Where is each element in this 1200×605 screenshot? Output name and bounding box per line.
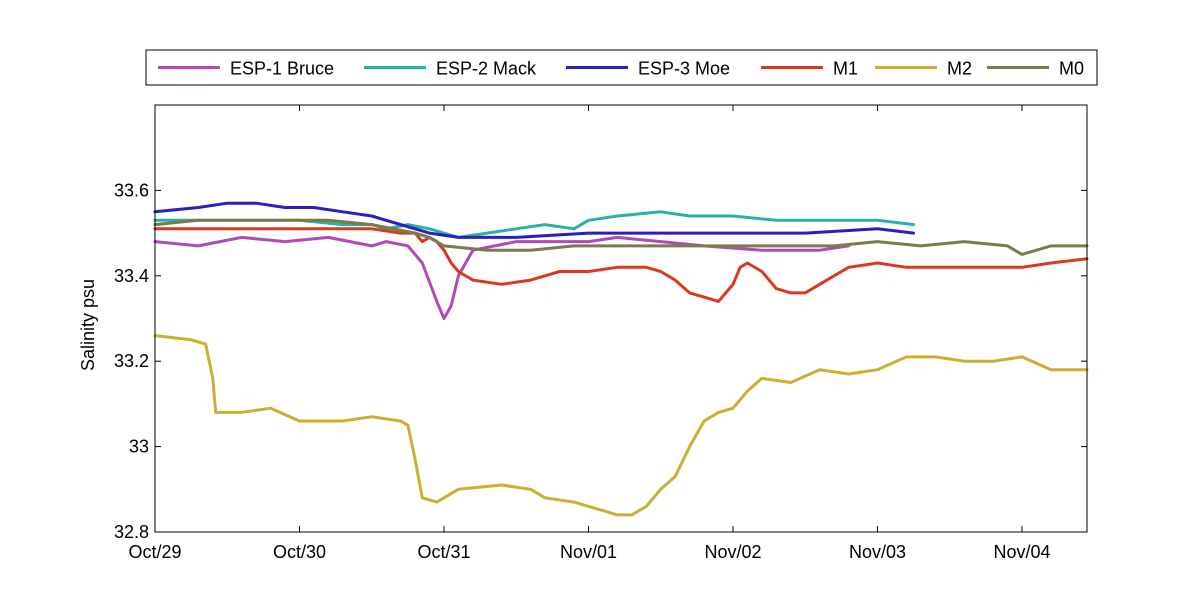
x-tick-label: Oct/30 [273,542,326,562]
series-line-m0 [153,218,1089,256]
series-line-esp-1-bruce [153,235,851,320]
y-tick-label: 33.2 [114,351,149,371]
legend-label: M0 [1059,59,1084,79]
series-layer [153,201,1089,517]
x-tick-label: Oct/29 [128,542,181,562]
legend-label: M2 [947,59,972,79]
x-tick-label: Nov/01 [560,542,617,562]
series-line-m1 [153,227,1089,303]
y-tick-label: 32.8 [114,522,149,542]
y-tick-label: 33.4 [114,266,149,286]
ticks-layer: Oct/29 Oct/30 Oct/31 Nov/01 Nov/02 Nov/03 Nov/… [114,105,1087,562]
x-tick-label: Nov/03 [849,542,906,562]
series-line-esp-3-moe [153,201,916,239]
axes-layer [154,104,1088,533]
legend-label: ESP-1 Bruce [230,59,334,79]
y-tick-label: 33 [129,437,149,457]
legend-label: ESP-3 Moe [638,59,730,79]
y-tick-label: 33.6 [114,180,149,200]
plot-frame [154,104,1088,533]
x-tick-label: Nov/02 [704,542,761,562]
x-tick-label: Nov/04 [993,542,1050,562]
legend-label: ESP-2 Mack [436,59,537,79]
series-line-m2 [153,334,1089,517]
legend-label: M1 [833,59,858,79]
legend: ESP-1 Bruce ESP-2 Mack ESP-3 Moe M1 M2 M0 [145,49,1098,86]
y-axis-title: Salinity psu [78,279,98,371]
x-tick-label: Oct/31 [417,542,470,562]
